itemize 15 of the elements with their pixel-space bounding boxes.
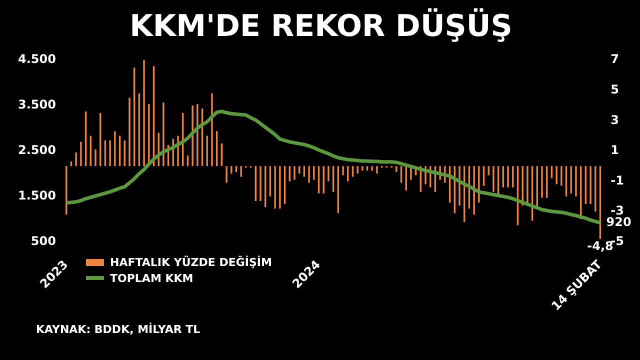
chart-title: KKM'DE REKOR DÜŞÜŞ (130, 8, 512, 44)
legend-label: HAFTALIK YÜZDE DEĞİŞİM (110, 256, 272, 268)
y2-tick-label: 5 (610, 82, 620, 96)
y2-tick-label: 3 (610, 112, 620, 127)
data-label: -4,8 (587, 238, 614, 253)
y2-tick-label: -1 (610, 173, 624, 188)
text: KAYNAK: BDDK, MİLYAR TL (36, 323, 200, 336)
legend-label: TOPLAM KKM (110, 272, 194, 284)
y-tick-label: 3.500 (18, 98, 56, 112)
y-tick-label: 1.500 (18, 188, 56, 203)
y-tick-label: 500 (30, 234, 56, 248)
y-tick-label: 2.500 (18, 143, 56, 158)
y2-tick-label: 1 (610, 143, 620, 158)
y2-tick-label: 7 (610, 52, 620, 66)
y-tick-label: 4.500 (18, 52, 56, 66)
